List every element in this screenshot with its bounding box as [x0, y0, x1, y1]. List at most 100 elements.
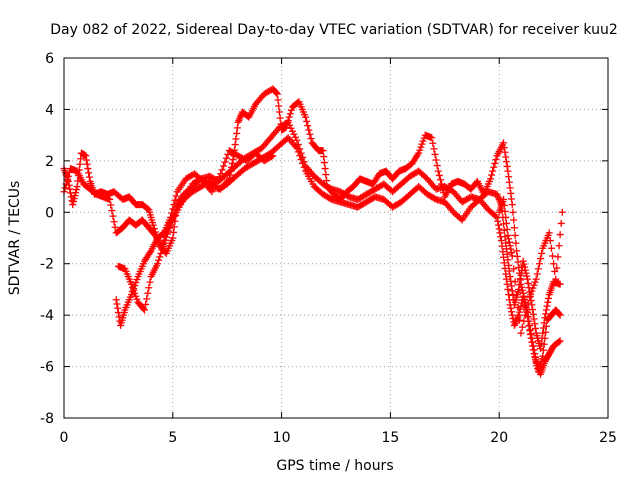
- data-point: [504, 256, 512, 264]
- data-point: [430, 145, 438, 153]
- y-tick-label: 2: [45, 154, 54, 170]
- data-point: [131, 282, 139, 290]
- data-point: [297, 156, 305, 164]
- data-point: [507, 189, 515, 197]
- data-point: [155, 256, 163, 264]
- data-point: [170, 223, 178, 231]
- data-point: [495, 225, 503, 233]
- y-tick-label: 0: [45, 205, 54, 221]
- data-marks: [60, 85, 566, 378]
- data-point: [305, 126, 313, 134]
- data-point: [502, 219, 510, 227]
- data-point: [537, 339, 545, 347]
- data-point: [431, 150, 439, 158]
- data-point: [106, 195, 114, 203]
- data-point: [214, 176, 222, 184]
- series-track-4: [112, 147, 566, 337]
- data-point: [502, 270, 510, 278]
- data-point: [154, 260, 162, 268]
- data-point: [523, 275, 531, 283]
- data-point: [523, 305, 531, 313]
- data-point: [506, 184, 514, 192]
- axis-ticks: [63, 57, 609, 419]
- data-point: [269, 152, 277, 160]
- data-point: [502, 153, 510, 161]
- data-point: [294, 148, 302, 156]
- data-point: [274, 96, 282, 104]
- data-point: [500, 259, 508, 267]
- data-point: [541, 314, 549, 322]
- data-point: [110, 218, 118, 226]
- data-point: [73, 183, 81, 191]
- data-point: [273, 90, 281, 98]
- data-point: [72, 186, 80, 194]
- data-point: [142, 300, 150, 308]
- y-tick-label: 6: [45, 51, 54, 67]
- data-point: [267, 153, 275, 161]
- data-point: [533, 270, 541, 278]
- data-point: [500, 144, 508, 152]
- data-point: [516, 281, 524, 289]
- data-point: [505, 267, 513, 275]
- data-point: [218, 166, 226, 174]
- data-point: [513, 247, 521, 255]
- data-point: [505, 238, 513, 246]
- data-point: [502, 239, 510, 247]
- data-point: [512, 239, 520, 247]
- data-point: [172, 206, 180, 214]
- data-point: [506, 242, 514, 250]
- data-point: [71, 192, 79, 200]
- data-point: [496, 229, 504, 237]
- data-point: [323, 177, 331, 185]
- data-point: [132, 279, 140, 287]
- data-point: [552, 275, 560, 283]
- data-point: [293, 144, 301, 152]
- data-point: [516, 308, 524, 316]
- data-point: [304, 122, 312, 130]
- data-point: [61, 184, 69, 192]
- data-point: [212, 179, 220, 187]
- data-point: [505, 178, 513, 186]
- data-point: [537, 345, 545, 353]
- data-point: [162, 233, 170, 241]
- data-point: [232, 135, 240, 143]
- data-point: [542, 306, 550, 314]
- data-point: [528, 334, 536, 342]
- data-point: [508, 282, 516, 290]
- data-point: [545, 294, 553, 302]
- data-point: [506, 273, 514, 281]
- data-point: [554, 253, 562, 261]
- data-point: [543, 302, 551, 310]
- data-point: [534, 265, 542, 273]
- data-point: [307, 135, 315, 143]
- plot-frame: [63, 57, 609, 419]
- data-point: [522, 269, 530, 277]
- data-point: [322, 171, 330, 179]
- data-point: [531, 350, 539, 358]
- data-point: [215, 173, 223, 181]
- data-point: [501, 264, 509, 272]
- data-point: [114, 304, 122, 312]
- data-point: [229, 156, 237, 164]
- data-point: [429, 139, 437, 147]
- data-point: [555, 242, 563, 250]
- data-point: [84, 165, 92, 173]
- data-point: [156, 253, 164, 261]
- data-point: [83, 160, 91, 168]
- data-point: [532, 275, 540, 283]
- data-point: [530, 281, 538, 289]
- data-point: [287, 106, 295, 114]
- data-point: [529, 342, 537, 350]
- data-point: [285, 113, 293, 121]
- data-point: [76, 160, 84, 168]
- data-point: [64, 172, 72, 180]
- data-point: [558, 208, 566, 216]
- data-point: [170, 201, 178, 209]
- grid: [64, 58, 608, 418]
- data-point: [149, 221, 157, 229]
- data-point: [167, 213, 175, 221]
- data-point: [549, 252, 557, 260]
- data-point: [488, 171, 496, 179]
- y-tick-label: 4: [45, 102, 54, 118]
- data-point: [520, 260, 528, 268]
